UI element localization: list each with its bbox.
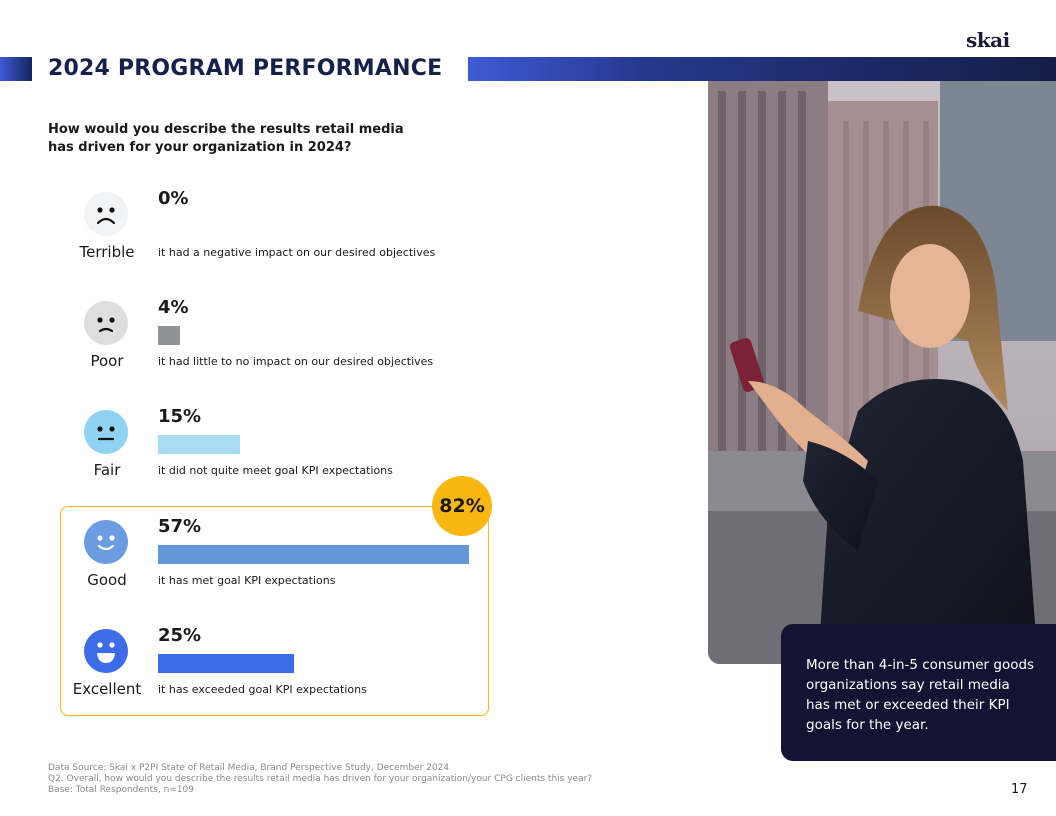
description-poor: it had little to no impact on our desire… <box>158 355 434 368</box>
category-label-poor: Poor <box>90 352 124 370</box>
chart-row-fair: 15% Fair it did not quite meet goal KPI … <box>0 406 520 500</box>
description-good: it has met goal KPI expectations <box>158 574 336 587</box>
terrible-face-icon <box>84 192 128 236</box>
value-label-excellent: 25% <box>158 625 202 646</box>
highlight-box <box>60 506 489 716</box>
combined-percent-badge: 82% <box>432 476 492 536</box>
value-label-terrible: 0% <box>158 188 189 209</box>
chart-row-good: 57% Good it has met goal KPI expectation… <box>0 516 520 610</box>
category-label-terrible: Terrible <box>79 243 135 261</box>
callout-box: More than 4-in-5 consumer goods organiza… <box>781 624 1056 761</box>
description-fair: it did not quite meet goal KPI expectati… <box>158 464 393 477</box>
callout-text: More than 4-in-5 consumer goods organiza… <box>806 657 1035 733</box>
chart-row-poor: 4% Poor it had little to no impact on ou… <box>0 297 520 391</box>
survey-question: How would you describe the results retai… <box>48 122 404 155</box>
woman-with-phone-photo <box>708 81 1056 664</box>
header-band-right <box>468 57 1056 81</box>
bar-good <box>158 545 469 564</box>
category-label-excellent: Excellent <box>72 680 142 698</box>
bar-fair <box>158 435 240 454</box>
page-title: 2024 PROGRAM PERFORMANCE <box>48 56 443 81</box>
chart-row-excellent: 25% Excellent it has exceeded goal KPI e… <box>0 625 520 719</box>
fair-face-icon <box>84 410 128 454</box>
footnote-question: Q2. Overall, how would you describe the … <box>48 774 593 784</box>
footnote-base: Base: Total Respondents, n=109 <box>48 785 195 795</box>
category-label-good: Good <box>87 571 127 589</box>
chart-row-terrible: 0% Terrible it had a negative impact on … <box>0 188 520 282</box>
description-excellent: it has exceeded goal KPI expectations <box>158 683 367 696</box>
poor-face-icon <box>84 301 128 345</box>
value-label-good: 57% <box>158 516 202 537</box>
value-label-poor: 4% <box>158 297 189 318</box>
excellent-face-icon <box>84 629 128 673</box>
description-terrible: it had a negative impact on our desired … <box>158 246 436 259</box>
header-band-left <box>0 57 32 81</box>
skai-logo: skai <box>966 28 1010 52</box>
category-label-fair: Fair <box>93 461 121 479</box>
value-label-fair: 15% <box>158 406 202 427</box>
bar-excellent <box>158 654 295 673</box>
footnote-source: Data Source: Skai x P2PI State of Retail… <box>48 763 450 773</box>
bar-poor <box>158 326 180 345</box>
page-number: 17 <box>1011 782 1028 797</box>
good-face-icon <box>84 520 128 564</box>
